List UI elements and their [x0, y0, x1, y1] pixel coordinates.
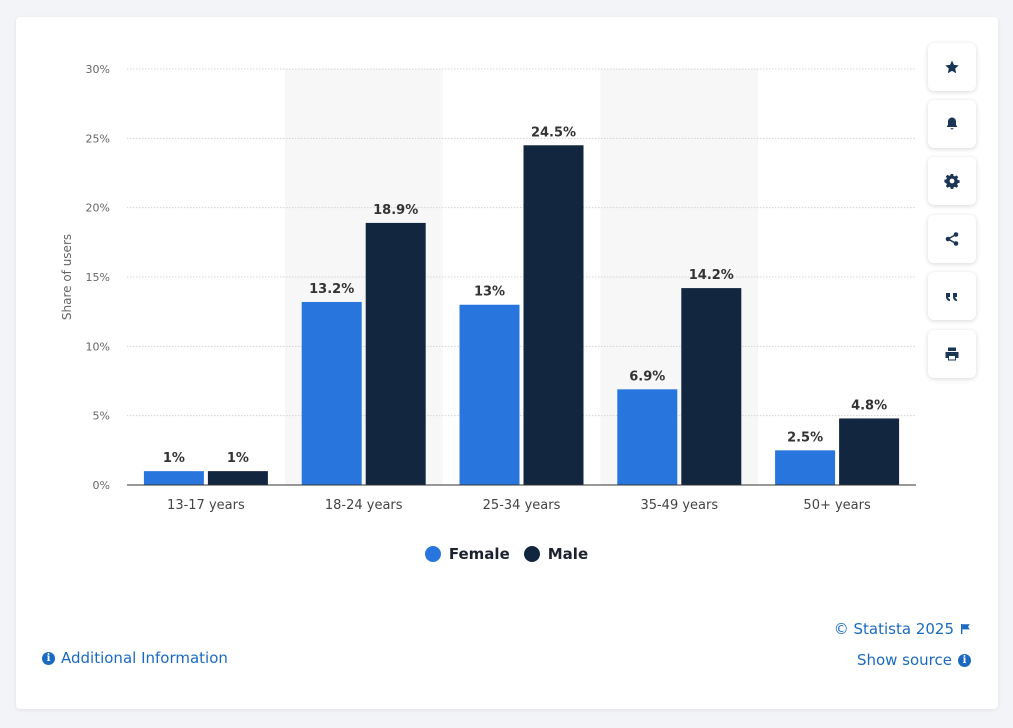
info-icon: i — [42, 651, 55, 665]
star-icon — [945, 60, 959, 74]
x-tick-label: 25-34 years — [483, 498, 561, 513]
legend-marker-male — [523, 546, 540, 562]
bar-female[interactable] — [143, 471, 204, 485]
x-tick-label: 18-24 years — [325, 498, 403, 513]
bar-female[interactable] — [459, 304, 520, 485]
data-label: 13.2% — [309, 282, 354, 297]
y-tick-label: 15% — [86, 271, 110, 284]
share-icon — [945, 232, 959, 246]
share-button[interactable] — [928, 215, 976, 263]
bar-male[interactable] — [839, 418, 900, 485]
print-icon — [945, 347, 959, 361]
data-label: 1% — [163, 451, 185, 466]
bar-female[interactable] — [301, 301, 362, 485]
legend-item-female[interactable]: Female — [424, 545, 510, 563]
x-tick-label: 35-49 years — [640, 498, 718, 513]
bar-male[interactable] — [523, 145, 584, 485]
y-axis-label: Share of users — [60, 234, 74, 320]
show-source-link[interactable]: Show source i — [857, 651, 971, 669]
bar-male[interactable] — [365, 222, 426, 486]
bar-male[interactable] — [207, 471, 268, 485]
y-tick-label: 10% — [86, 340, 110, 353]
legend-label-female: Female — [448, 545, 510, 563]
y-tick-label: 20% — [86, 202, 110, 215]
bar-female[interactable] — [617, 389, 678, 485]
favorite-button[interactable] — [928, 43, 976, 91]
y-tick-label: 30% — [86, 63, 110, 76]
data-label: 14.2% — [689, 268, 734, 283]
settings-button[interactable] — [928, 157, 976, 205]
cite-button[interactable] — [928, 272, 976, 320]
show-source-label: Show source — [856, 651, 952, 669]
quote-icon — [946, 293, 957, 301]
y-tick-label: 5% — [93, 410, 110, 423]
x-tick-label: 50+ years — [803, 498, 871, 513]
y-tick-label: 25% — [86, 132, 110, 145]
legend-label-male: Male — [547, 545, 589, 563]
bar-chart: 0% 5% 10% 15% 20% 25% 30% Share of users 1% 1% 1… — [60, 63, 916, 513]
data-label: 13% — [474, 285, 505, 300]
data-label: 6.9% — [629, 369, 665, 384]
data-label: 2.5% — [787, 430, 823, 445]
bar-male[interactable] — [681, 288, 742, 485]
data-label: 18.9% — [373, 203, 418, 218]
additional-information-link[interactable]: i Additional Information — [42, 649, 228, 667]
additional-information-label: Additional Information — [61, 649, 228, 667]
statista-copyright-link[interactable]: © Statista 2025 — [834, 620, 971, 638]
data-label: 1% — [227, 451, 249, 466]
y-tick-label: 0% — [93, 479, 110, 492]
copyright-label: © Statista 2025 — [833, 620, 954, 638]
legend-item-male[interactable]: Male — [523, 545, 589, 563]
bell-icon — [946, 117, 958, 130]
x-tick-label: 13-17 years — [167, 498, 245, 513]
data-label: 24.5% — [531, 125, 576, 140]
gear-icon — [944, 174, 960, 189]
notification-button[interactable] — [928, 100, 976, 148]
print-button[interactable] — [928, 330, 976, 378]
flag-icon — [961, 624, 970, 634]
data-label: 4.8% — [851, 398, 887, 413]
chart-legend: Female Male — [0, 545, 1013, 563]
bar-female[interactable] — [775, 450, 836, 485]
info-icon: i — [958, 653, 971, 667]
legend-marker-female — [424, 546, 441, 562]
